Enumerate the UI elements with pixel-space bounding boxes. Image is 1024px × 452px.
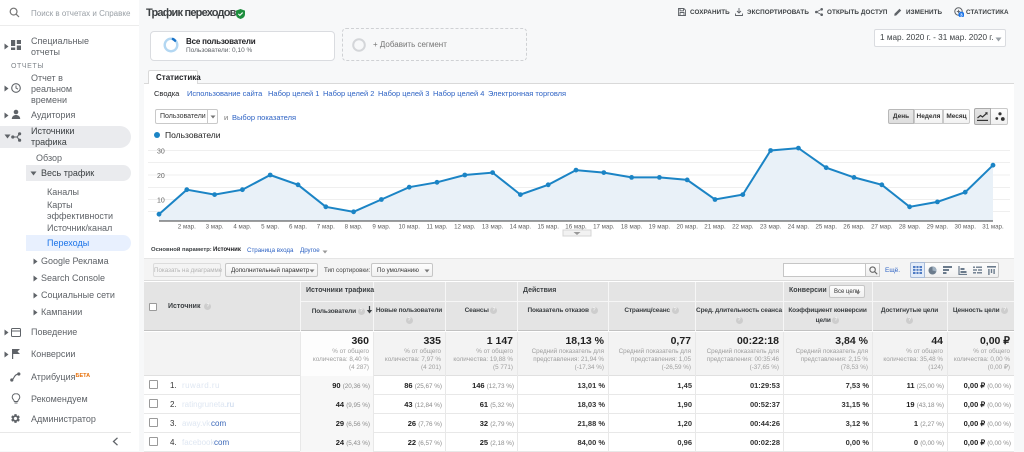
svg-text:3: 3 <box>960 13 963 18</box>
